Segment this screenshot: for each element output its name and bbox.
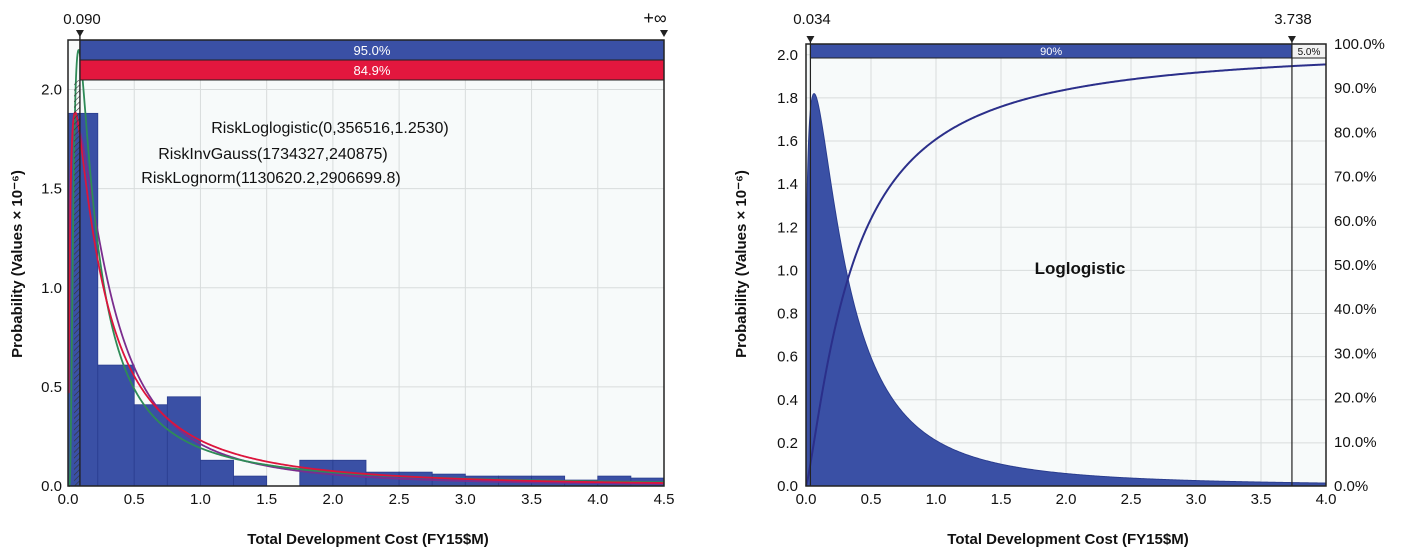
right-y2-tick: 100.0% xyxy=(1334,36,1385,53)
histogram-bar xyxy=(200,459,234,487)
right-x-tick: 2.5 xyxy=(1121,491,1142,508)
right-x-tick: 4.0 xyxy=(1316,491,1337,508)
right-x-tick: 0.5 xyxy=(861,491,882,508)
right-delimiter-left-label: 0.034 xyxy=(793,11,831,28)
delimiter-bar-middle-label: 90% xyxy=(1040,46,1062,58)
right-y2-tick: 40.0% xyxy=(1334,301,1377,318)
left-x-tick: 3.0 xyxy=(455,491,476,508)
right-y-axis-title: Probability (Values × 10⁻⁶) xyxy=(733,170,750,358)
right-y2-tick: 90.0% xyxy=(1334,80,1377,97)
right-x-tick: 0.0 xyxy=(796,491,817,508)
right-y-tick: 0.4 xyxy=(777,392,798,409)
right-x-tick-labels: 0.0 0.5 1.0 1.5 2.0 2.5 3.0 3.5 4.0 xyxy=(796,491,1337,508)
right-y2-tick: 0.0% xyxy=(1334,478,1368,495)
left-delimiter-handle[interactable] xyxy=(75,30,84,37)
left-y-tick-labels: 0.0 0.5 1.0 1.5 2.0 xyxy=(41,82,62,495)
left-x-tick: 4.5 xyxy=(654,491,675,508)
left-delimiter-left-label: 0.090 xyxy=(63,11,101,28)
fit-label-lognorm: RiskLognorm(1130620.2,2906699.8) xyxy=(141,170,400,187)
right-delimiter-handle[interactable] xyxy=(660,30,668,37)
left-y-tick: 2.0 xyxy=(41,82,62,99)
left-x-tick: 2.5 xyxy=(389,491,410,508)
right-y-tick: 1.8 xyxy=(777,90,798,107)
right-y-tick: 1.0 xyxy=(777,262,798,279)
right-y2-tick: 10.0% xyxy=(1334,434,1377,451)
left-x-tick: 2.0 xyxy=(322,491,343,508)
right-x-tick: 2.0 xyxy=(1056,491,1077,508)
right-plot-frame xyxy=(805,43,1327,487)
left-y-tick: 0.5 xyxy=(41,379,62,396)
delimiter-bar-label: 84.9% xyxy=(354,63,391,78)
right-delimiters: 90% 5.0% xyxy=(806,36,1327,486)
right-y-tick: 0.2 xyxy=(777,435,798,452)
right-secondary-y-tick-labels: 0.0% 10.0% 20.0% 30.0% 40.0% 50.0% 60.0% 70.0% 8… xyxy=(1334,36,1385,495)
loglogistic-pdf-area xyxy=(805,93,1327,487)
loglogistic-cdf-line xyxy=(805,63,1327,487)
right-distribution-chart: 90% 5.0% 0.0 0.5 1.0 1.5 2.0 2.5 3.0 3.5 4.0 0.00… xyxy=(733,11,1385,548)
right-y-tick-labels: 0.0 0.2 0.4 0.6 0.8 1.0 1.2 1.4 1.6 1.8 2.0 xyxy=(777,47,798,495)
left-x-tick: 1.5 xyxy=(256,491,277,508)
left-x-tick: 0.5 xyxy=(124,491,145,508)
right-y-tick: 1.6 xyxy=(777,133,798,150)
right-y2-tick: 30.0% xyxy=(1334,345,1377,362)
right-y2-tick: 70.0% xyxy=(1334,169,1377,186)
fitted-curve xyxy=(67,111,665,484)
right-y2-tick: 50.0% xyxy=(1334,257,1377,274)
left-y-tick: 1.5 xyxy=(41,181,62,198)
right-y2-tick: 60.0% xyxy=(1334,213,1377,230)
left-plot-frame xyxy=(67,39,665,487)
left-y-tick: 0.0 xyxy=(41,478,62,495)
left-delimiter-right-label: +∞ xyxy=(643,8,667,28)
right-y-tick: 1.4 xyxy=(777,176,798,193)
right-y-tick: 0.8 xyxy=(777,306,798,323)
right-y-tick: 1.2 xyxy=(777,219,798,236)
left-x-tick-labels: 0.0 0.5 1.0 1.5 2.0 2.5 3.0 3.5 4.0 4.5 xyxy=(58,491,675,508)
right-delimiter-right-label: 3.738 xyxy=(1274,11,1312,28)
histogram-bar xyxy=(133,404,168,487)
loglogistic-label: Loglogistic xyxy=(1035,259,1126,278)
fit-label-invgauss: RiskInvGauss(1734327,240875) xyxy=(158,146,387,163)
histogram-bar xyxy=(97,364,135,487)
left-x-axis-title: Total Development Cost (FY15$M) xyxy=(247,531,488,548)
left-fitted-curves xyxy=(67,48,665,487)
right-chart-right-delimiter-handle[interactable] xyxy=(1287,36,1296,43)
left-x-tick: 3.5 xyxy=(521,491,542,508)
right-y-tick: 0.0 xyxy=(777,478,798,495)
right-y2-tick: 20.0% xyxy=(1334,390,1377,407)
right-x-tick: 3.5 xyxy=(1251,491,1272,508)
delimiter-bar-label: 95.0% xyxy=(354,43,391,58)
delimiter-bar-right-label: 5.0% xyxy=(1298,47,1321,58)
left-histogram-chart: 95.0% 84.9% 0.0 0.5 1.0 1.5 2.0 2.5 3.0 3.5 4.0 4.… xyxy=(9,8,674,548)
left-x-tick: 4.0 xyxy=(587,491,608,508)
left-delimiters: 95.0% 84.9% xyxy=(74,30,668,486)
fit-label-loglogistic: RiskLoglogistic(0,356516,1.2530) xyxy=(211,120,448,137)
right-x-axis-title: Total Development Cost (FY15$M) xyxy=(947,531,1188,548)
right-y-tick: 2.0 xyxy=(777,47,798,64)
left-tail-hatch xyxy=(74,80,80,486)
left-x-tick: 0.0 xyxy=(58,491,79,508)
right-y2-tick: 80.0% xyxy=(1334,124,1377,141)
right-y-tick: 0.6 xyxy=(777,349,798,366)
left-x-tick: 1.0 xyxy=(190,491,211,508)
right-x-tick: 1.5 xyxy=(991,491,1012,508)
right-x-tick: 1.0 xyxy=(926,491,947,508)
right-x-tick: 3.0 xyxy=(1186,491,1207,508)
histogram-bar xyxy=(233,475,268,487)
right-chart-left-delimiter-handle[interactable] xyxy=(806,36,815,43)
left-y-tick: 1.0 xyxy=(41,280,62,297)
left-y-axis-title: Probability (Values × 10⁻⁶) xyxy=(9,170,26,358)
